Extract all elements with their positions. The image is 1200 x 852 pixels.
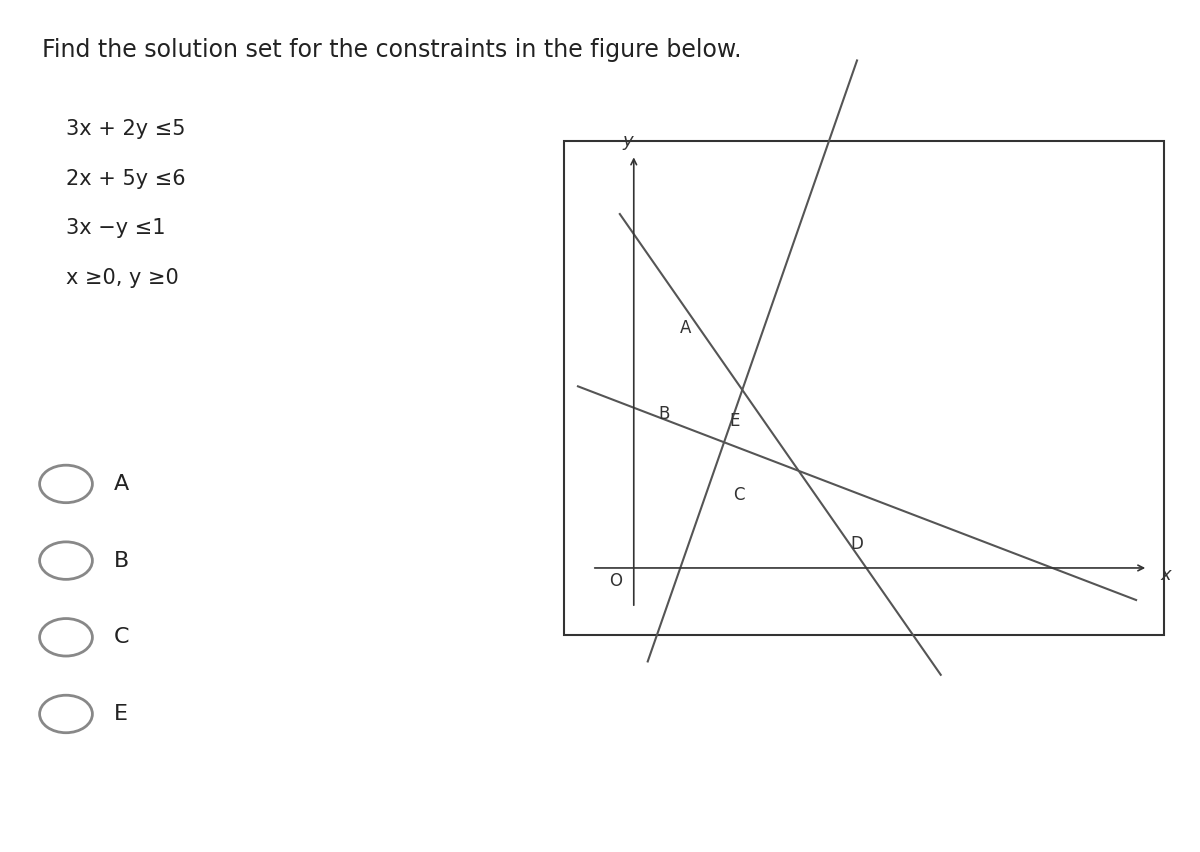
Text: C: C [114,627,130,648]
Text: D: D [851,535,864,553]
FancyBboxPatch shape [564,141,1164,635]
Text: C: C [733,486,744,504]
Text: A: A [679,319,691,337]
Text: x: x [1160,566,1171,584]
Text: y: y [623,132,634,150]
Text: x ≥0, y ≥0: x ≥0, y ≥0 [66,268,179,287]
Text: 3x −y ≤1: 3x −y ≤1 [66,218,166,238]
Text: B: B [114,550,130,571]
Text: E: E [114,704,128,724]
Text: O: O [610,572,623,590]
Text: 3x + 2y ≤5: 3x + 2y ≤5 [66,119,186,139]
Text: A: A [114,474,130,494]
Text: E: E [730,412,739,430]
Text: Find the solution set for the constraints in the figure below.: Find the solution set for the constraint… [42,38,742,62]
Text: 2x + 5y ≤6: 2x + 5y ≤6 [66,169,186,188]
Text: B: B [659,406,670,423]
